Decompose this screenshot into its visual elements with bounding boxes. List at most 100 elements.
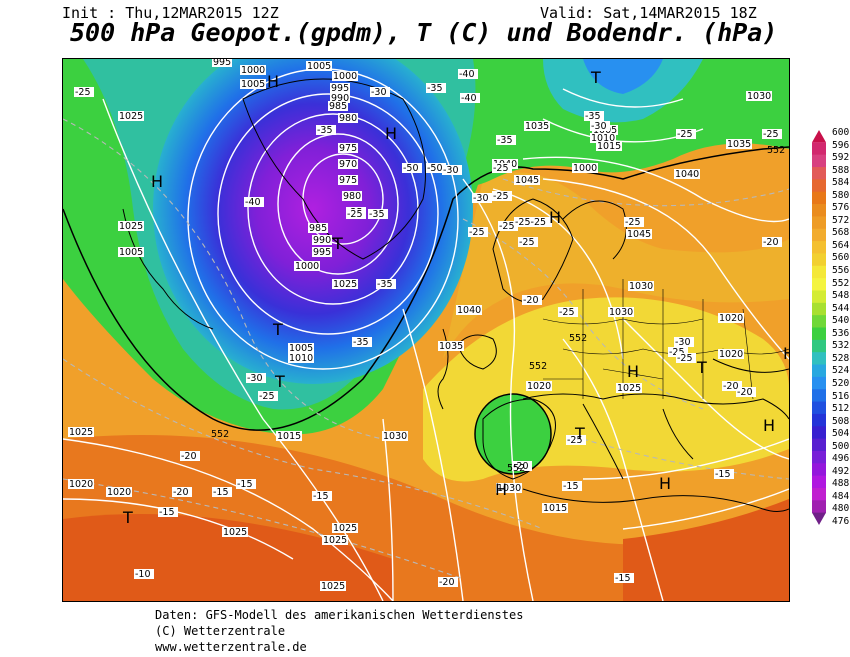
pressure-label: 1025 [617, 383, 641, 394]
temperature-label: -35 [427, 83, 443, 94]
geopotential-label: 552 [507, 463, 525, 474]
temperature-label-box [498, 221, 518, 231]
colorbar-swatch [812, 487, 826, 501]
temperature-label-box [370, 87, 390, 97]
temperature-label: -25-25 [515, 217, 546, 228]
pressure-label-box [294, 261, 320, 271]
pressure-label: 1025 [69, 427, 93, 438]
temperature-label-box [246, 373, 266, 383]
high-pressure-marker: H [659, 474, 671, 493]
pressure-label: 1005 [241, 79, 265, 90]
colorbar-label: 596 [832, 139, 850, 151]
init-time: Init : Thu,12MAR2015 12Z [62, 4, 279, 22]
temperature-label: -25 [493, 191, 509, 202]
pressure-label: 990 [331, 93, 349, 104]
colorbar-label: 540 [832, 315, 850, 327]
temperature-label: -40 [461, 93, 477, 104]
low-pressure-marker: T [590, 68, 601, 87]
temperature-label-box [584, 111, 604, 121]
temperature-label: -35 [497, 135, 513, 146]
temperature-label-box [492, 191, 512, 201]
warm-field-southwest [63, 514, 393, 601]
pressure-label: 1020 [719, 313, 743, 324]
pressure-label: 1030 [497, 483, 521, 494]
map-title: 500 hPa Geopot.(gpdm), T (C) und Bodendr… [70, 18, 778, 47]
pressure-label: 980 [339, 113, 357, 124]
temperature-label-box [352, 337, 372, 347]
temperature-label: -25 [567, 435, 583, 446]
low-pressure-core [153, 59, 473, 384]
temperature-label: -35 [585, 111, 601, 122]
colorbar-label: 488 [832, 478, 850, 490]
colorbar-swatch [812, 352, 826, 366]
pressure-label: 995 [313, 247, 331, 258]
temperature-label: -50 [427, 163, 443, 174]
pressure-label-box [590, 133, 616, 143]
pressure-label-box [438, 341, 464, 351]
low-pressure-marker: T [696, 358, 707, 377]
temperature-label-box [236, 479, 256, 489]
temperature-label: -25 [763, 129, 779, 140]
pressure-label-box [288, 343, 314, 353]
colorbar-swatch [812, 167, 826, 180]
pressure-label: 975 [339, 175, 357, 186]
pressure-label: 1030 [747, 91, 771, 102]
low-pressure-marker: T [574, 424, 585, 443]
pressure-label-box [240, 79, 266, 89]
temperature-label: -25 [469, 227, 485, 238]
pressure-label-box [718, 313, 744, 323]
pressure-label: 1015 [597, 141, 621, 152]
temperature-label-box [442, 165, 462, 175]
pressure-label-box [306, 61, 332, 71]
colorbar-swatch [812, 327, 826, 341]
pressure-label: 1025 [119, 221, 143, 232]
temperature-label-box [376, 279, 396, 289]
pressure-label: 1000 [333, 71, 357, 82]
colorbar-label: 512 [832, 403, 850, 415]
geopotential-label: 552 [529, 361, 547, 372]
low-pressure-marker: T [122, 508, 133, 527]
pressure-label: 995 [331, 83, 349, 94]
pressure-label: 1015 [543, 503, 567, 514]
temperature-label: -15 [715, 469, 731, 480]
pressure-label-box [514, 175, 540, 185]
temperature-label-box [614, 573, 634, 583]
pressure-label-box [222, 527, 248, 537]
pressure-label-box [626, 229, 652, 239]
temperature-label: -35 [369, 209, 385, 220]
pressure-label-box [240, 65, 266, 75]
pressure-label-box [342, 191, 362, 201]
pressure-label: 1000 [241, 65, 265, 76]
colorbar-swatch [812, 302, 826, 316]
temperature-label-box [676, 353, 696, 363]
pressure-label-box [212, 59, 232, 67]
colorbar-swatch [812, 426, 826, 440]
pressure-label-box [330, 93, 350, 103]
pressure-label: 980 [343, 191, 361, 202]
temperature-label-box [558, 307, 578, 317]
pressure-label-box [496, 483, 522, 493]
colorbar-swatch [812, 512, 826, 525]
temperature-label: -20 [737, 387, 753, 398]
temperature-label-box [402, 163, 422, 173]
pressure-label: 985 [329, 101, 347, 112]
pressure-label-box [572, 163, 598, 173]
temperature-label: -25 [347, 209, 363, 220]
pressure-label: 1040 [457, 305, 481, 316]
pressure-label: 1040 [675, 169, 699, 180]
pressure-label: 1005 [289, 343, 313, 354]
colorbar-label: 548 [832, 290, 850, 302]
temperature-label: -20 [439, 577, 455, 588]
pressure-label-box [718, 349, 744, 359]
temperature-label: -30 [371, 87, 387, 98]
cold-band-north [443, 59, 789, 187]
pressure-label-box [526, 381, 552, 391]
temperature-label: -35 [377, 279, 393, 290]
colorbar-swatch [812, 401, 826, 415]
temperature-label: -25 [75, 87, 91, 98]
temperature-label: -15 [213, 487, 229, 498]
colorbar-label: 572 [832, 214, 850, 226]
colorbar-label: 536 [832, 327, 850, 339]
colorbar-label: 584 [832, 177, 850, 189]
colorbar-label: 552 [832, 277, 850, 289]
